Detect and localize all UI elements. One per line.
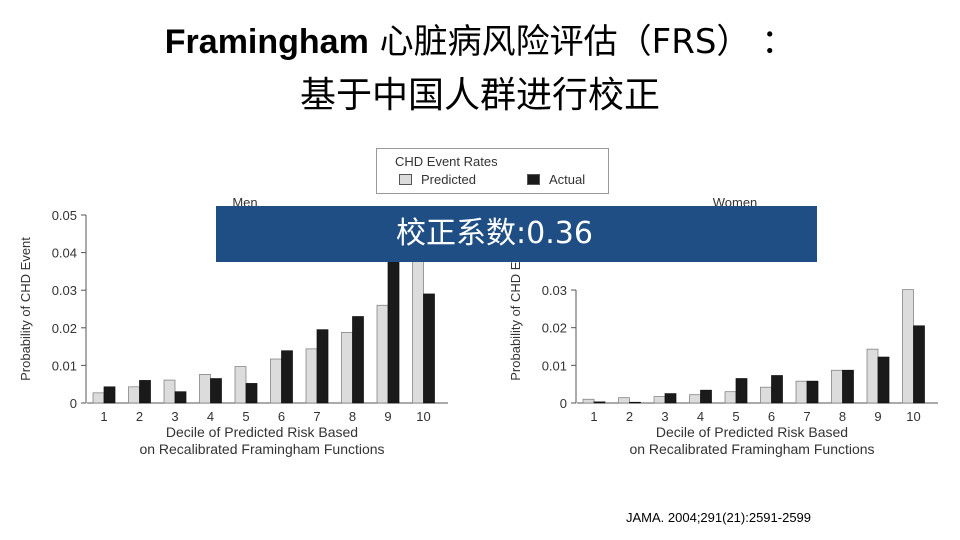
- women-ylabel: Probability of CHD Event: [508, 237, 523, 381]
- women-bar-actual-9: [877, 356, 890, 404]
- legend-predicted-swatch: [399, 174, 412, 185]
- women-xtick-label: 7: [803, 409, 810, 424]
- men-bar-actual-7: [316, 329, 329, 404]
- men-bar-predicted-7: [305, 348, 318, 404]
- men-ytick-label: 0.01: [52, 358, 77, 373]
- men-bar-predicted-4: [199, 374, 211, 404]
- slide-title-rest: 心脏病风险评估（FRS） ：: [368, 22, 796, 62]
- women-ytick-label: 0.03: [542, 283, 567, 298]
- women-bar-actual-8: [842, 369, 854, 404]
- women-xtick-label: 9: [874, 409, 881, 424]
- women-ytick-label: 0.02: [542, 321, 567, 336]
- men-xlabel-line: Decile of Predicted Risk Based: [166, 424, 358, 440]
- men-xtick-label: 9: [384, 409, 391, 424]
- men-ytick-label: 0.05: [52, 208, 77, 223]
- women-bar-predicted-10: [902, 289, 914, 404]
- men-xtick-label: 6: [278, 409, 285, 424]
- legend-title: CHD Event Rates: [395, 154, 498, 169]
- legend-predicted-label: Predicted: [421, 172, 476, 187]
- calibration-banner: 校正系数:0.36: [216, 206, 817, 262]
- men-bar-actual-4: [210, 378, 222, 404]
- women-bar-predicted-2: [618, 397, 630, 404]
- women-xtick-label: 2: [626, 409, 633, 424]
- men-bar-predicted-2: [128, 386, 140, 404]
- men-bar-actual-9: [387, 257, 400, 404]
- women-xlabel-line: Decile of Predicted Risk Based: [656, 424, 848, 440]
- women-bar-predicted-4: [689, 394, 701, 404]
- men-bar-predicted-8: [341, 331, 353, 404]
- men-bar-actual-10: [423, 293, 435, 404]
- men-bar-predicted-1: [92, 392, 105, 404]
- men-ytick-label: 0: [70, 396, 77, 411]
- women-bar-predicted-6: [760, 386, 772, 404]
- men-bar-actual-1: [103, 386, 116, 404]
- women-xtick-label: 1: [590, 409, 597, 424]
- women-bar-actual-1: [593, 401, 606, 404]
- men-bar-actual-8: [352, 316, 364, 404]
- men-bar-predicted-3: [163, 379, 176, 404]
- men-bar-predicted-10: [412, 254, 424, 404]
- women-ytick-label: 0.01: [542, 358, 567, 373]
- slide-title-latin: Framingham: [164, 23, 369, 61]
- legend-actual-label: Actual: [549, 172, 586, 187]
- women-bar-actual-2: [629, 401, 641, 404]
- citation: JAMA. 2004;291(21):2591-2599: [626, 510, 812, 525]
- men-bar-actual-5: [245, 383, 258, 404]
- women-bar-predicted-5: [724, 391, 737, 404]
- women-bar-actual-5: [735, 378, 748, 404]
- slide-subtitle: 基于中国人群进行校正: [299, 75, 660, 116]
- women-bar-actual-6: [771, 375, 783, 404]
- men-ytick-label: 0.03: [52, 283, 77, 298]
- chart-legend: CHD Event Rates Predicted Actual: [376, 148, 609, 194]
- men-bar-actual-2: [139, 380, 151, 404]
- men-bar-predicted-5: [234, 366, 247, 404]
- women-bar-predicted-9: [866, 348, 879, 404]
- women-bar-actual-4: [700, 389, 712, 404]
- women-bar-actual-7: [806, 380, 819, 404]
- men-ylabel: Probability of CHD Event: [18, 237, 33, 381]
- men-xtick-label: 3: [171, 409, 178, 424]
- slide-title: Framingham 心脏病风险评估（FRS） ：: [0, 14, 960, 63]
- men-bar-predicted-6: [270, 358, 282, 404]
- men-xtick-label: 10: [416, 409, 430, 424]
- legend-actual-swatch: [527, 174, 540, 185]
- women-bar-predicted-8: [831, 369, 843, 404]
- men-ytick-label: 0.04: [52, 246, 77, 261]
- men-bar-actual-6: [281, 350, 293, 404]
- women-bar-actual-3: [664, 393, 677, 404]
- men-bar-actual-3: [174, 391, 187, 404]
- women-xtick-label: 6: [768, 409, 775, 424]
- women-bar-predicted-3: [653, 396, 666, 404]
- women-ytick-label: 0: [560, 396, 567, 411]
- women-xtick-label: 10: [906, 409, 920, 424]
- men-xtick-label: 1: [100, 409, 107, 424]
- women-bar-predicted-7: [795, 380, 808, 404]
- men-xtick-label: 2: [136, 409, 143, 424]
- men-xtick-label: 4: [207, 409, 214, 424]
- women-xtick-label: 3: [661, 409, 668, 424]
- women-bar-predicted-1: [582, 398, 595, 404]
- women-xtick-label: 5: [732, 409, 739, 424]
- men-xtick-label: 5: [242, 409, 249, 424]
- men-xtick-label: 8: [349, 409, 356, 424]
- men-ytick-label: 0.02: [52, 321, 77, 336]
- women-xtick-label: 4: [697, 409, 704, 424]
- men-xlabel-line: on Recalibrated Framingham Functions: [139, 441, 384, 457]
- women-bar-actual-10: [913, 325, 925, 404]
- women-xlabel-line: on Recalibrated Framingham Functions: [629, 441, 874, 457]
- men-xtick-label: 7: [313, 409, 320, 424]
- men-bar-predicted-9: [376, 304, 389, 404]
- women-xtick-label: 8: [839, 409, 846, 424]
